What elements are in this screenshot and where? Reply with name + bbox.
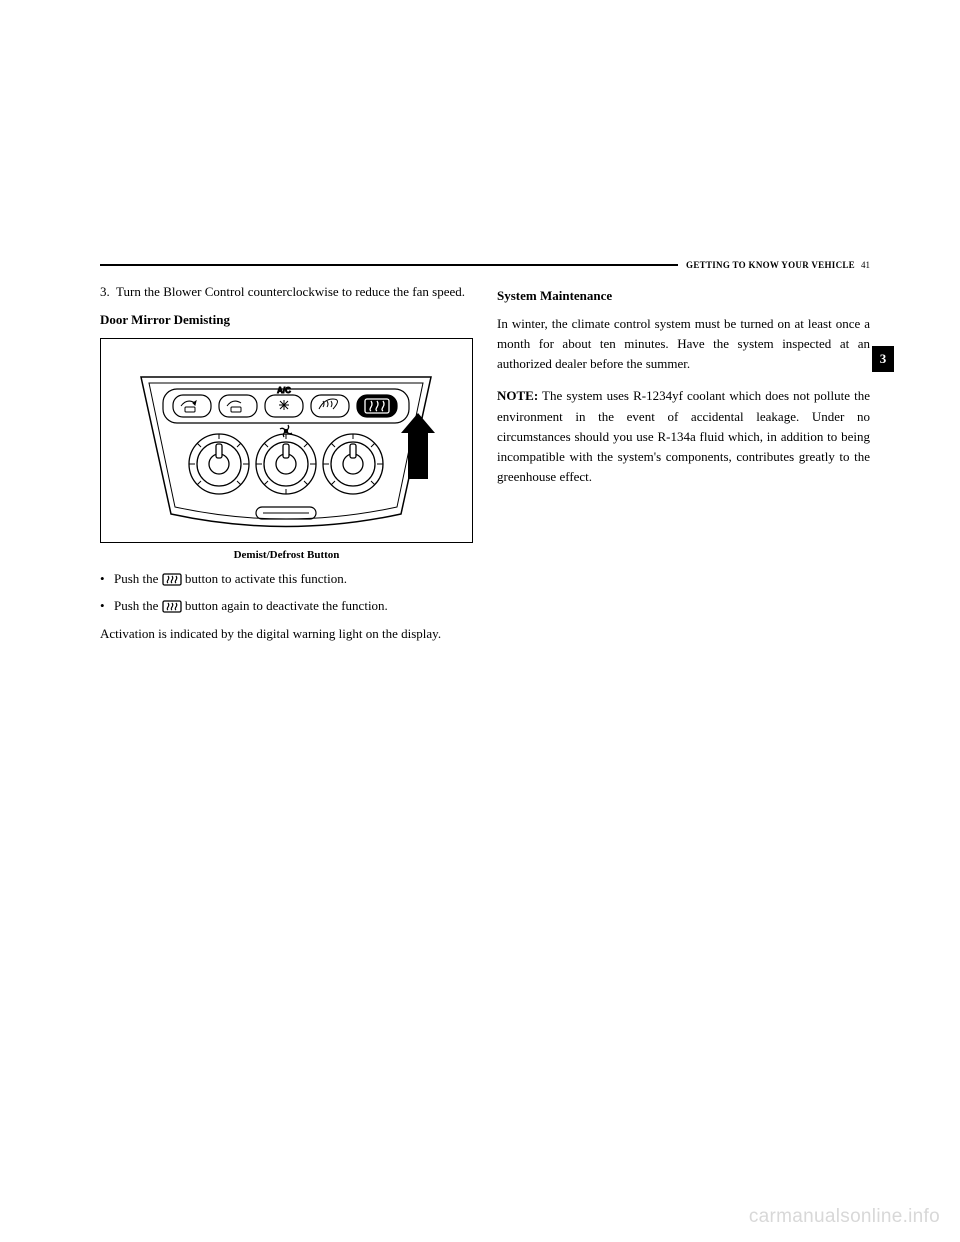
demisting-heading: Door Mirror Demisting (100, 312, 473, 328)
manual-page: GETTING TO KNOW YOUR VEHICLE 41 3 3. Tur… (100, 260, 870, 656)
bullet-activate: • Push the button to activate this funct… (100, 569, 473, 589)
climate-panel-svg: A/C (101, 339, 471, 543)
rear-defrost-icon (162, 599, 182, 613)
bullet2-pre: Push the (114, 598, 158, 613)
bullet-dot: • (100, 596, 114, 616)
maintenance-p1: In winter, the climate control system mu… (497, 314, 870, 374)
bullet1-post: button to activate this function. (185, 571, 347, 586)
step-text: Turn the Blower Control counterclockwise… (116, 282, 473, 302)
bullet-text: Push the button to activate this functio… (114, 569, 473, 589)
header-rule (100, 264, 678, 266)
section-title: GETTING TO KNOW YOUR VEHICLE (686, 260, 855, 270)
watermark: carmanualsonline.info (749, 1206, 940, 1228)
bullet-text: Push the button again to deactivate the … (114, 596, 473, 616)
page-number: 41 (861, 260, 870, 270)
step-3: 3. Turn the Blower Control counterclockw… (100, 282, 473, 302)
section-tab: 3 (872, 346, 894, 372)
rear-defrost-icon (162, 572, 182, 586)
maintenance-note: NOTE: The system uses R-1234yf coolant w… (497, 386, 870, 487)
svg-text:A/C: A/C (277, 386, 291, 395)
page-header: GETTING TO KNOW YOUR VEHICLE 41 (100, 260, 870, 270)
bullet-deactivate: • Push the button again to deactivate th… (100, 596, 473, 616)
bullet1-pre: Push the (114, 571, 158, 586)
right-column: System Maintenance In winter, the climat… (497, 282, 870, 656)
step-number: 3. (100, 282, 116, 302)
note-text: The system uses R-1234yf coolant which d… (497, 388, 870, 484)
climate-control-figure: A/C (100, 338, 473, 543)
bullet2-post: button again to deactivate the function. (185, 598, 388, 613)
maintenance-heading: System Maintenance (497, 288, 870, 304)
figure-caption: Demist/Defrost Button (100, 549, 473, 561)
bullet-dot: • (100, 569, 114, 589)
two-column-layout: 3. Turn the Blower Control counterclockw… (100, 282, 870, 656)
activation-note: Activation is indicated by the digital w… (100, 624, 473, 644)
left-column: 3. Turn the Blower Control counterclockw… (100, 282, 473, 656)
note-label: NOTE: (497, 388, 538, 403)
